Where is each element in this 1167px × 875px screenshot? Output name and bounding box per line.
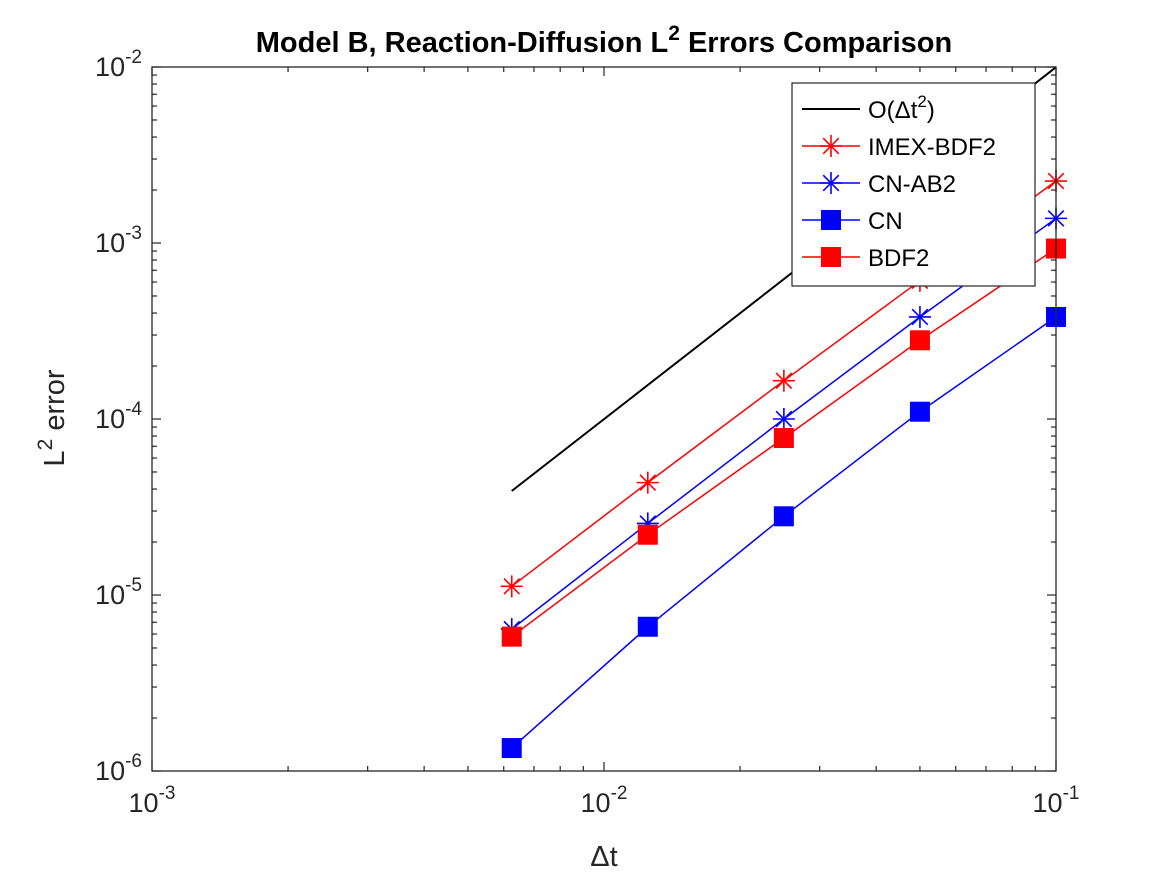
- y-tick-label: 10-4: [95, 399, 142, 434]
- data-point: [501, 738, 522, 759]
- data-point: [773, 506, 794, 527]
- data-point: [501, 626, 522, 647]
- star-stroke: [503, 577, 521, 595]
- data-point: [773, 427, 794, 448]
- data-point: [636, 471, 659, 494]
- legend-label: CN: [868, 208, 903, 235]
- star-stroke: [639, 474, 657, 491]
- x-tick-label: 10-3: [129, 783, 176, 818]
- star-stroke: [775, 372, 793, 390]
- axes-box: [151, 66, 1057, 772]
- legend: O(Δt2) IMEX-BDF2 CN-AB2 CN BDF2: [791, 82, 1036, 287]
- legend-marker: [820, 135, 842, 157]
- star-stroke: [775, 410, 793, 428]
- data-point: [908, 305, 931, 328]
- legend-marker: [821, 247, 841, 267]
- legend-marker: [821, 210, 841, 230]
- series-cn: [501, 306, 1066, 759]
- legend-entry: CN: [802, 208, 903, 235]
- x-axis-label: Δt: [590, 841, 617, 873]
- data-point: [772, 408, 795, 430]
- star-stroke: [822, 137, 840, 155]
- x-tick-label: 10-2: [581, 783, 628, 818]
- star-stroke: [822, 174, 840, 192]
- legend-entry: O(Δt2): [802, 92, 935, 124]
- y-tick-label: 10-5: [95, 575, 142, 610]
- data-point: [909, 401, 930, 422]
- star-stroke: [911, 308, 929, 326]
- data-point: [909, 330, 930, 351]
- y-tick-label: 10-3: [95, 223, 142, 258]
- axes-frame: [151, 66, 1057, 772]
- y-axis-label: L2 error: [34, 369, 71, 466]
- legend-marker: [820, 172, 842, 194]
- legend-label: O(Δt2): [868, 92, 935, 124]
- series-bdf2: [501, 238, 1066, 647]
- data-point: [500, 575, 523, 598]
- chart-title: Model B, Reaction-Diffusion L2 Errors Co…: [256, 22, 952, 59]
- y-tick-label: 10-6: [95, 751, 142, 786]
- legend-label: BDF2: [868, 245, 929, 272]
- y-tick-label: 10-2: [95, 47, 142, 82]
- data-point: [772, 369, 795, 392]
- series-group: [500, 66, 1067, 759]
- legend-entry: IMEX-BDF2: [802, 134, 996, 161]
- legend-label: IMEX-BDF2: [868, 134, 996, 161]
- data-point: [637, 524, 658, 545]
- x-tick-label: 10-1: [1033, 783, 1080, 818]
- legend-entry: BDF2: [802, 245, 929, 272]
- legend-entry: CN-AB2: [802, 171, 956, 198]
- axis-ticks: 10-3 10-2 10-1 10-6 10-5 10-4 10-3 10-2: [95, 47, 1079, 818]
- data-point: [637, 616, 658, 637]
- legend-label: CN-AB2: [868, 171, 956, 198]
